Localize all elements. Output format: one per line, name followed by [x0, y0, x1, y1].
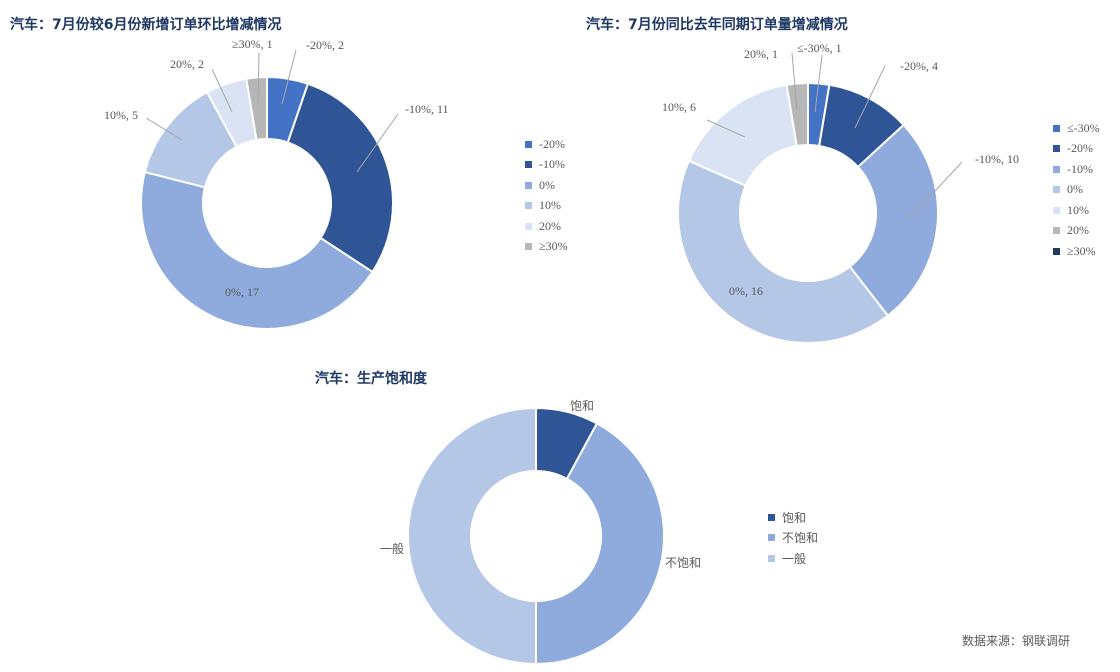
chart-2-legend-item-20pct: 20% — [1053, 221, 1100, 242]
chart-2-data-label-20pct: 20%, 1 — [744, 47, 778, 61]
chart-2-slice-neg10pct — [848, 123, 939, 317]
chart-1-data-label-neg20pct: -20%, 2 — [306, 38, 344, 52]
legend-swatch — [1053, 227, 1060, 235]
legend-swatch — [768, 554, 775, 562]
chart-2-legend-item-0pct: 0% — [1053, 180, 1100, 201]
legend-swatch — [1053, 206, 1060, 214]
legend-label: 10% — [539, 198, 561, 213]
chart-2-data-label-10pct: 10%, 6 — [662, 100, 696, 114]
legend-swatch — [525, 202, 532, 210]
chart-2-leader-line-neg10pct — [907, 161, 963, 221]
legend-swatch — [525, 140, 532, 148]
legend-label: 20% — [1067, 223, 1089, 238]
chart-1-legend-item-neg20pct: -20% — [525, 134, 568, 155]
chart-1-leader-line-ge30pct — [257, 52, 260, 104]
legend-swatch — [1053, 247, 1060, 255]
legend-label: 0% — [539, 177, 555, 192]
legend-swatch — [1053, 124, 1060, 132]
legend-label: ≥30% — [1067, 243, 1096, 258]
legend-label: -10% — [1067, 161, 1093, 176]
chart-1-legend-item-neg10pct: -10% — [525, 155, 568, 176]
chart-1-data-label-0pct: 0%, 17 — [225, 285, 259, 299]
legend-swatch — [525, 161, 532, 169]
chart-2-legend-item-ge30pct: ≥30% — [1053, 241, 1100, 262]
legend-swatch — [525, 243, 532, 251]
chart-3-legend-item-一般: 一般 — [768, 548, 818, 569]
chart-2-donut — [677, 81, 939, 344]
chart-2-legend-item-10pct: 10% — [1053, 200, 1100, 221]
chart-2-title: 汽车：7月份同比去年同期订单量增减情况 — [586, 17, 848, 33]
chart-3-donut — [407, 406, 665, 666]
chart-3-data-label-一般: 一般 — [380, 541, 404, 556]
legend-label: -20% — [1067, 141, 1093, 156]
legend-label: -20% — [539, 136, 565, 151]
chart-2-legend-item-neg10pct: -10% — [1053, 159, 1100, 180]
legend-label: 一般 — [782, 551, 807, 566]
legend-label: 0% — [1067, 182, 1083, 197]
legend-label: 饱和 — [782, 510, 807, 525]
chart-3-legend-item-不饱和: 不饱和 — [768, 528, 818, 549]
legend-swatch — [525, 222, 532, 230]
chart-1-leader-line-neg20pct — [281, 49, 297, 105]
chart-2-leader-line-leneg30pct — [814, 54, 823, 113]
legend-label: 20% — [539, 218, 561, 233]
legend-swatch — [1053, 186, 1060, 194]
legend-swatch — [1053, 145, 1060, 153]
chart-1-title: 汽车：7月份较6月份新增订单环比增减情况 — [10, 17, 282, 33]
legend-label: ≤-30% — [1067, 120, 1100, 135]
chart-3-slice-一般 — [407, 406, 537, 666]
chart-1-data-label-10pct: 10%, 5 — [104, 108, 138, 122]
chart-2-data-label-0pct: 0%, 16 — [729, 284, 763, 298]
chart-1-legend-item-0pct: 0% — [525, 175, 568, 196]
chart-2-slice-0pct — [677, 159, 890, 344]
chart-1-data-label-20pct: 20%, 2 — [170, 57, 204, 71]
chart-2-data-label-neg20pct: -20%, 4 — [900, 59, 938, 73]
legend-swatch — [768, 513, 775, 521]
chart-3-data-label-饱和: 饱和 — [570, 398, 594, 413]
legend-label: 不饱和 — [782, 531, 819, 546]
chart-2-slice-20pct — [785, 81, 809, 148]
legend-label: -10% — [539, 157, 565, 172]
chart-2-leader-line-10pct — [706, 119, 746, 138]
chart-2-legend-item-leneg30pct: ≤-30% — [1053, 118, 1100, 139]
chart-1-data-label-ge30pct: ≥30%, 1 — [232, 37, 273, 51]
chart-3-data-label-不饱和: 不饱和 — [665, 555, 701, 570]
legend-label: 10% — [1067, 202, 1089, 217]
legend-swatch — [525, 181, 532, 189]
chart-2-leader-line-20pct — [791, 52, 798, 111]
chart-1-legend-item-10pct: 10% — [525, 196, 568, 217]
chart-1-legend-item-20pct: 20% — [525, 216, 568, 237]
chart-2-legend-item-neg20pct: -20% — [1053, 139, 1100, 160]
chart-1-donut — [140, 75, 394, 330]
chart-2-legend: ≤-30% -20% -10% 0% 10% 20% ≥30% — [1053, 118, 1100, 262]
chart-1-slice-0pct — [140, 170, 374, 330]
chart-1-leader-line-neg10pct — [356, 113, 399, 173]
chart-1-leader-line-10pct — [145, 117, 183, 141]
chart-1-data-label-neg10pct: -10%, 11 — [405, 102, 449, 116]
chart-1-slice-ge30pct — [245, 75, 268, 142]
legend-label: ≥30% — [539, 239, 568, 254]
legend-swatch — [1053, 165, 1060, 173]
chart-1-leader-line-20pct — [211, 68, 233, 113]
chart-3-legend: 饱和 不饱和 一般 — [768, 507, 818, 569]
chart-2-data-label-leneg30pct: ≤-30%, 1 — [797, 41, 842, 55]
source-note: 数据来源：钢联调研 — [962, 634, 1071, 648]
chart-3-title: 汽车：生产饱和度 — [315, 371, 427, 387]
chart-3-slice-不饱和 — [535, 422, 665, 666]
legend-swatch — [768, 534, 775, 542]
chart-2-data-label-neg10pct: -10%, 10 — [975, 152, 1019, 166]
chart-3-legend-item-饱和: 饱和 — [768, 507, 818, 528]
chart-2-leader-line-neg20pct — [854, 65, 886, 129]
chart-1-slice-neg10pct — [286, 82, 394, 274]
chart-1-legend: -20% -10% 0% 10% 20% ≥30% — [525, 134, 568, 257]
chart-1-legend-item-ge30pct: ≥30% — [525, 237, 568, 258]
